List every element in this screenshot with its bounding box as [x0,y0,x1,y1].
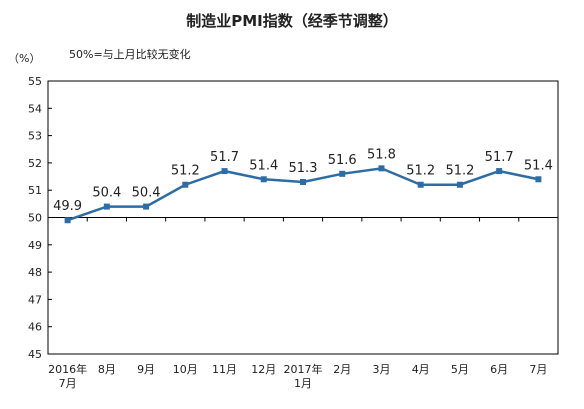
y-tick-label: 50 [28,212,42,225]
data-point [260,176,267,183]
x-tick-label: 7月 [59,377,77,390]
data-label: 51.8 [367,147,396,162]
data-point [64,217,71,224]
data-point [103,203,110,210]
x-tick-label: 2017年 [284,362,323,376]
x-tick-label: 8月 [98,363,116,376]
data-label: 50.4 [132,186,161,201]
x-tick-label: 6月 [490,363,508,376]
data-point [456,181,463,188]
data-point [417,181,424,188]
x-tick-label: 12月 [251,363,276,376]
data-label: 51.4 [524,158,553,173]
data-point [182,181,189,188]
data-point [378,165,385,172]
x-tick-label: 9月 [137,363,155,376]
data-label: 51.7 [485,150,514,165]
data-label: 51.6 [328,153,357,168]
y-tick-label: 55 [28,75,42,88]
data-label: 50.4 [92,186,121,201]
x-tick-label: 5月 [451,363,469,376]
y-tick-label: 49 [28,239,42,252]
y-tick-label: 51 [28,184,42,197]
chart-title: 制造业PMI指数（经季节调整） [186,12,398,30]
data-label: 49.9 [53,199,82,214]
x-tick-label: 7月 [529,363,547,376]
data-label: 51.4 [249,158,278,173]
data-label: 51.3 [289,161,318,176]
data-point [143,203,150,210]
y-axis: 45 46 47 48 49 50 51 52 53 54 55 [28,75,52,361]
data-point [339,170,346,177]
data-point [496,168,503,175]
data-labels: 49.9 50.4 50.4 51.2 51.7 51.4 51.3 51.6 51.8 51.2… [53,147,553,214]
y-tick-label: 48 [28,266,42,279]
x-tick-label: 1月 [294,377,312,390]
data-label: 51.2 [445,164,474,179]
y-tick-label: 46 [28,321,42,334]
data-point [300,179,306,186]
data-point [221,168,228,175]
data-point [535,176,542,183]
x-tick-label: 2月 [333,363,351,376]
y-axis-unit: （%） [8,52,40,65]
x-tick-label: 3月 [372,363,390,376]
data-points [64,165,542,224]
x-tick-label: 4月 [412,363,430,376]
x-tick-label: 2016年 [48,362,87,376]
y-tick-label: 47 [28,293,42,306]
data-label: 51.7 [210,150,239,165]
data-label: 51.2 [171,164,200,179]
y-tick-label: 54 [28,102,42,115]
y-tick-label: 53 [28,130,42,143]
y-tick-label: 52 [28,157,42,170]
baseline-note: 50%=与上月比较无变化 [69,47,191,61]
y-tick-label: 45 [28,348,42,361]
data-label: 51.2 [406,164,435,179]
x-tick-label: 10月 [173,363,198,376]
x-tick-label: 11月 [212,363,237,376]
